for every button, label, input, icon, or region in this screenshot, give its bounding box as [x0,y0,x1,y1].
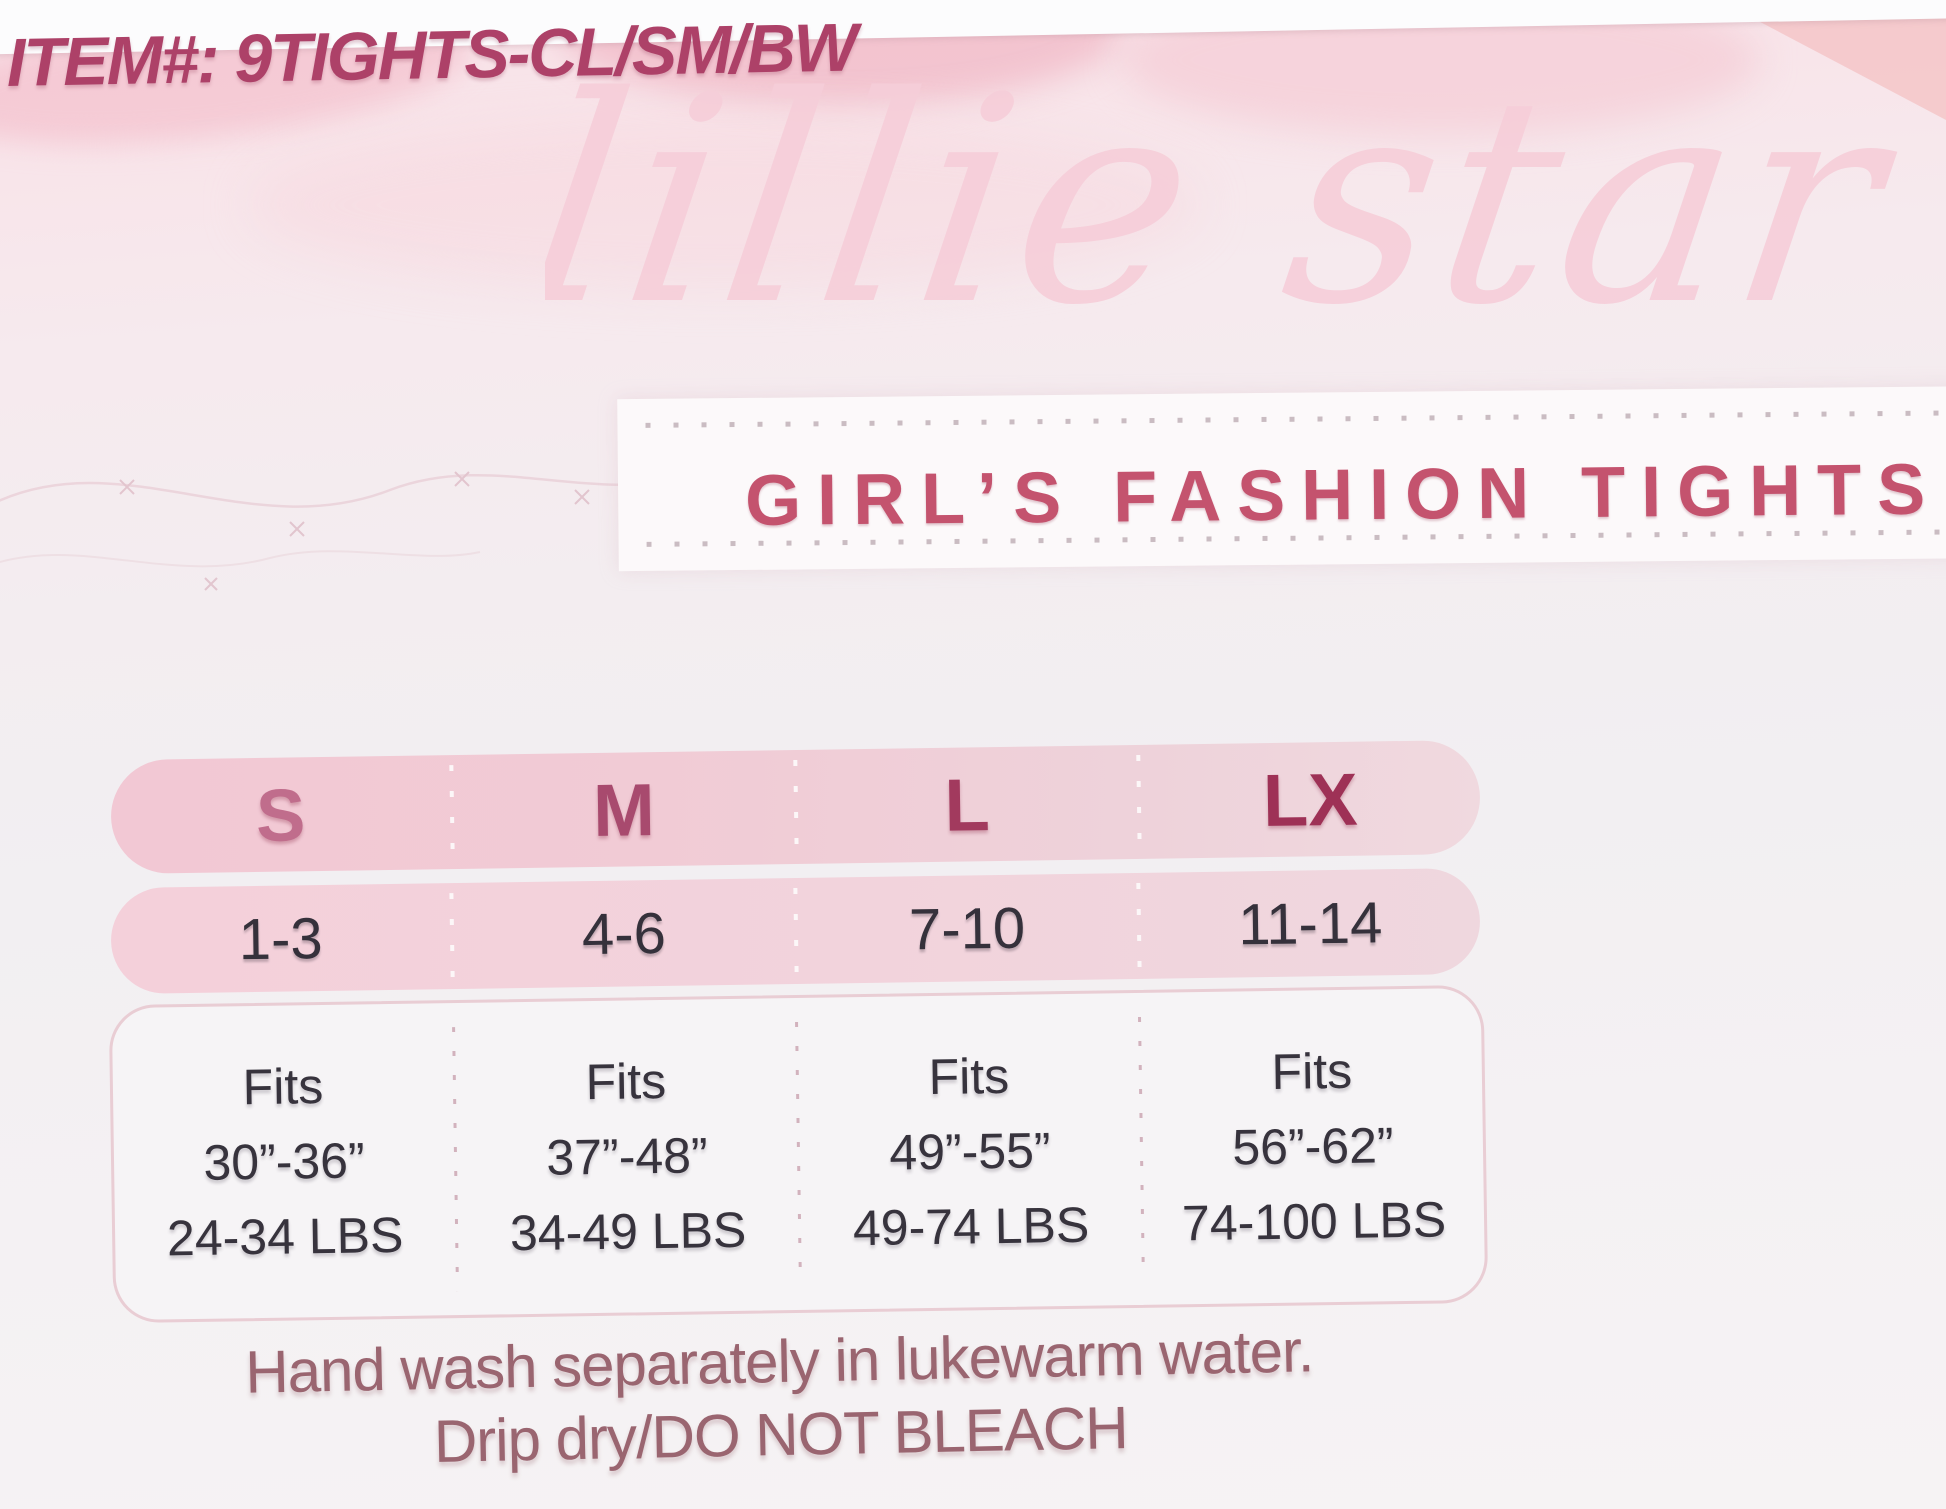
swirl-decoration [250,120,1200,290]
title-box: GIRL’S FASHION TIGHTS [617,384,1946,572]
size-header-cell: S [255,772,306,857]
brand-script-logo: lillie star [545,55,1915,368]
fits-cell: Fits 56”-62” 74-100 LBS [1141,1031,1484,1261]
size-header-cell: L [943,762,991,847]
wave-line [0,473,680,508]
star-wave-decoration [0,471,680,591]
fit-label: Fits [928,1047,1010,1105]
size-header-cell: LX [1262,757,1359,842]
age-cell: 7-10 [908,895,1026,962]
fit-label: Fits [1271,1042,1353,1100]
age-cell: 4-6 [581,900,667,967]
age-row: 1-3 4-6 7-10 11-14 [110,867,1481,995]
fit-label: Fits [585,1052,667,1110]
size-header-cell: M [592,767,656,852]
size-header-row: S M L LX [110,739,1481,875]
fit-weight: 24-34 LBS [166,1206,404,1266]
age-cell: 1-3 [238,905,324,972]
fits-row: Fits 30”-36” 24-34 LBS Fits 37”-48” 34-4… [108,984,1489,1324]
fit-weight: 34-49 LBS [509,1201,747,1261]
item-number: ITEM#: 9TIGHTS-CL/SM/BW [6,9,857,101]
fit-height: 56”-62” [1231,1116,1394,1176]
fit-weight: 74-100 LBS [1181,1190,1447,1251]
fit-height: 37”-48” [546,1126,709,1186]
fits-cell: Fits 30”-36” 24-34 LBS [112,1047,455,1277]
brand-script-text: lillie star [545,55,1915,368]
age-cell: 11-14 [1237,889,1383,957]
fit-weight: 49-74 LBS [852,1196,1090,1256]
fit-height: 49”-55” [888,1121,1051,1181]
sparkle-icon [119,471,590,591]
wave-line [0,550,481,568]
fit-label: Fits [242,1057,324,1115]
fits-cell: Fits 37”-48” 34-49 LBS [455,1042,798,1272]
care-instructions: Hand wash separately in lukewarm water. … [149,1312,1412,1484]
fit-height: 30”-36” [203,1131,366,1191]
page-title: GIRL’S FASHION TIGHTS [744,449,1942,541]
fits-cell: Fits 49”-55” 49-74 LBS [798,1036,1141,1266]
